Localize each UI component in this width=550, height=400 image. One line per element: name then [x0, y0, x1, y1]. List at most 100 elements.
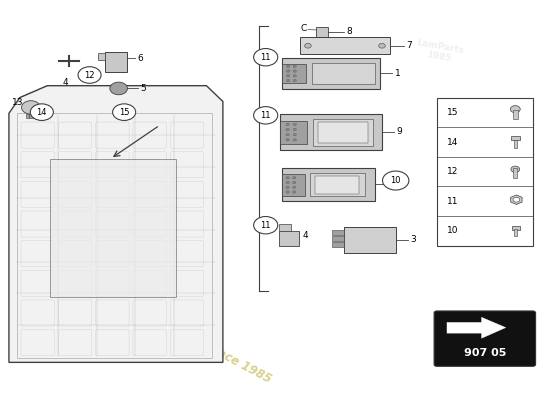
FancyBboxPatch shape: [513, 110, 518, 119]
FancyBboxPatch shape: [98, 53, 105, 60]
Text: 13: 13: [12, 98, 23, 107]
Circle shape: [254, 48, 278, 66]
FancyBboxPatch shape: [282, 64, 306, 83]
FancyBboxPatch shape: [332, 230, 344, 235]
Circle shape: [110, 82, 128, 95]
Text: 11: 11: [260, 111, 271, 120]
Text: 11: 11: [260, 221, 271, 230]
FancyBboxPatch shape: [32, 114, 36, 118]
FancyBboxPatch shape: [280, 121, 307, 144]
Circle shape: [293, 181, 296, 184]
FancyBboxPatch shape: [279, 231, 299, 246]
Circle shape: [293, 186, 296, 188]
Text: 2: 2: [389, 180, 395, 189]
FancyBboxPatch shape: [280, 114, 382, 150]
Text: 12: 12: [447, 167, 458, 176]
FancyBboxPatch shape: [434, 311, 536, 366]
Text: 11: 11: [447, 197, 458, 206]
Circle shape: [286, 191, 289, 193]
FancyBboxPatch shape: [512, 226, 520, 230]
FancyBboxPatch shape: [511, 136, 520, 140]
Text: 3: 3: [410, 235, 416, 244]
Text: C: C: [300, 24, 306, 33]
Circle shape: [254, 216, 278, 234]
Circle shape: [287, 75, 290, 77]
FancyBboxPatch shape: [29, 114, 32, 118]
Circle shape: [293, 134, 296, 136]
Text: 5: 5: [141, 84, 146, 93]
Circle shape: [286, 128, 289, 131]
FancyBboxPatch shape: [279, 224, 292, 231]
FancyBboxPatch shape: [312, 63, 375, 84]
Text: 907 05: 907 05: [464, 348, 506, 358]
Circle shape: [293, 191, 296, 193]
Circle shape: [287, 79, 290, 82]
Text: 15: 15: [119, 108, 129, 117]
FancyBboxPatch shape: [316, 27, 328, 38]
FancyBboxPatch shape: [282, 168, 375, 201]
Circle shape: [286, 139, 289, 141]
Text: 7: 7: [406, 41, 412, 50]
FancyBboxPatch shape: [50, 159, 176, 297]
Text: 9: 9: [397, 128, 403, 136]
Text: 6: 6: [138, 54, 144, 62]
Text: 12: 12: [84, 70, 95, 80]
FancyBboxPatch shape: [514, 140, 517, 148]
FancyBboxPatch shape: [332, 236, 344, 241]
Text: 4: 4: [302, 231, 308, 240]
Circle shape: [113, 104, 136, 120]
Text: LamParts
1985: LamParts 1985: [414, 38, 465, 66]
FancyBboxPatch shape: [282, 174, 305, 196]
Circle shape: [383, 171, 409, 190]
Circle shape: [293, 176, 296, 179]
Polygon shape: [9, 86, 223, 362]
FancyBboxPatch shape: [332, 242, 344, 247]
Text: 10: 10: [447, 226, 458, 236]
Circle shape: [513, 197, 520, 202]
Circle shape: [286, 176, 289, 179]
Circle shape: [254, 107, 278, 124]
Circle shape: [286, 123, 289, 126]
FancyBboxPatch shape: [105, 52, 127, 72]
Circle shape: [293, 79, 296, 82]
FancyBboxPatch shape: [315, 176, 360, 194]
Text: 10: 10: [390, 176, 401, 185]
Circle shape: [293, 128, 296, 131]
FancyBboxPatch shape: [437, 98, 533, 246]
FancyBboxPatch shape: [310, 174, 365, 196]
FancyBboxPatch shape: [514, 229, 518, 236]
Circle shape: [293, 65, 296, 68]
Text: 4: 4: [63, 78, 68, 87]
Polygon shape: [511, 195, 522, 204]
FancyBboxPatch shape: [282, 58, 381, 89]
Text: 1: 1: [395, 69, 401, 78]
Circle shape: [293, 75, 296, 77]
Circle shape: [286, 181, 289, 184]
Circle shape: [78, 67, 101, 83]
Circle shape: [293, 70, 296, 72]
Circle shape: [511, 166, 520, 172]
Text: 14: 14: [37, 108, 47, 117]
Circle shape: [287, 70, 290, 72]
Circle shape: [293, 139, 296, 141]
FancyBboxPatch shape: [344, 227, 395, 253]
Text: 14: 14: [447, 138, 458, 146]
Text: 8: 8: [346, 28, 352, 36]
Text: 15: 15: [447, 108, 458, 117]
Text: a passion for parts since 1985: a passion for parts since 1985: [91, 280, 273, 385]
Circle shape: [286, 186, 289, 188]
FancyBboxPatch shape: [314, 119, 373, 146]
Circle shape: [293, 123, 296, 126]
Text: 11: 11: [260, 53, 271, 62]
Circle shape: [379, 43, 385, 48]
FancyBboxPatch shape: [513, 168, 518, 178]
FancyBboxPatch shape: [300, 38, 390, 54]
FancyBboxPatch shape: [318, 122, 368, 143]
Circle shape: [286, 134, 289, 136]
FancyBboxPatch shape: [26, 114, 29, 118]
Circle shape: [305, 43, 311, 48]
Circle shape: [30, 104, 53, 120]
Polygon shape: [447, 317, 505, 338]
Circle shape: [287, 65, 290, 68]
Circle shape: [510, 106, 520, 113]
